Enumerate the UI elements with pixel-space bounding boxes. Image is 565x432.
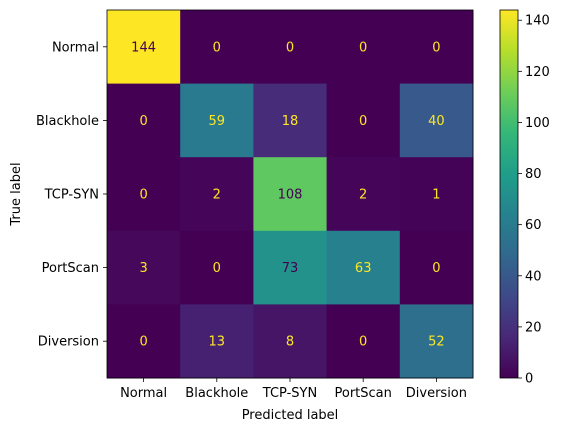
heatmap-cell	[180, 304, 254, 379]
y-tick-label: Normal	[52, 40, 99, 55]
cell-value-label: 2	[213, 188, 221, 203]
cell-value-label: 0	[432, 261, 440, 276]
heatmap-cell	[253, 10, 328, 85]
colorbar-tick-label: 100	[525, 116, 550, 131]
heatmap-cell	[326, 230, 401, 305]
heatmap-cell	[180, 10, 254, 85]
heatmap-cell	[399, 83, 474, 158]
cell-value-label: 3	[139, 261, 147, 276]
cell-value-label: 0	[432, 40, 440, 55]
cell-value-label: 8	[286, 335, 294, 350]
x-tick-label: Blackhole	[185, 386, 248, 401]
heatmap-cell	[253, 83, 328, 158]
cell-value-label: 0	[213, 40, 221, 55]
heatmap-cell	[326, 10, 401, 85]
y-axis-label: True label	[9, 162, 24, 226]
colorbar-tick-label: 20	[525, 320, 542, 335]
y-tick-label: PortScan	[42, 261, 99, 276]
colorbar-tick-label: 40	[525, 269, 542, 284]
cell-value-label: 59	[209, 114, 226, 129]
x-tick-label: PortScan	[335, 386, 392, 401]
x-tick-label: Normal	[120, 386, 167, 401]
cell-value-label: 0	[286, 40, 294, 55]
heatmap-cell	[180, 157, 254, 232]
heatmap-cell	[107, 304, 181, 379]
cell-value-label: 144	[131, 40, 156, 55]
cell-value-label: 0	[139, 335, 147, 350]
colorbar-tick-label: 60	[525, 218, 542, 233]
heatmap-cell	[180, 83, 254, 158]
x-axis-label: Predicted label	[242, 408, 339, 423]
heatmap-cell	[253, 304, 328, 379]
heatmap-cells: 144 0 0 0 00 59 18 0 400 2 108 2 13 0 73 63 00 13 8 0 52	[107, 10, 474, 379]
heatmap-cell	[253, 230, 328, 305]
cell-value-label: 0	[359, 40, 367, 55]
colorbar-tick-label: 0	[525, 372, 533, 387]
heatmap-cell	[180, 230, 254, 305]
colorbar-tick-label: 140	[525, 14, 550, 29]
cell-value-label: 1	[432, 188, 440, 203]
heatmap-cell	[326, 83, 401, 158]
heatmap-cell	[399, 230, 474, 305]
y-tick-label: Blackhole	[36, 114, 99, 129]
colorbar	[499, 9, 519, 379]
y-tick-label: Diversion	[38, 335, 99, 350]
cell-value-label: 18	[282, 114, 299, 129]
colorbar-tick-label: 80	[525, 167, 542, 182]
cell-value-label: 108	[278, 188, 303, 203]
cell-value-label: 73	[282, 261, 299, 276]
cell-value-label: 0	[359, 114, 367, 129]
cell-value-label: 63	[355, 261, 372, 276]
cell-value-label: 0	[359, 335, 367, 350]
heatmap-cell	[399, 157, 474, 232]
cell-value-label: 0	[213, 261, 221, 276]
heatmap-cell	[107, 230, 181, 305]
x-tick-group: Normal Blackhole TCP-SYN PortScan Diversion	[120, 378, 467, 401]
cell-value-label: 40	[428, 114, 445, 129]
heatmap-cell	[326, 157, 401, 232]
cell-value-label: 0	[139, 188, 147, 203]
cell-value-label: 13	[209, 335, 226, 350]
heatmap-cell	[107, 10, 181, 85]
heatmap-cell	[253, 157, 328, 232]
y-tick-group: Normal Blackhole TCP-SYN PortScan Diversion	[36, 40, 107, 350]
cell-value-label: 0	[139, 114, 147, 129]
x-tick-label: Diversion	[406, 386, 467, 401]
x-tick-label: TCP-SYN	[262, 386, 317, 401]
heatmap-cell	[107, 83, 181, 158]
heatmap-cell	[399, 10, 474, 85]
y-tick-label: TCP-SYN	[44, 188, 99, 203]
cell-value-label: 2	[359, 188, 367, 203]
cell-value-label: 52	[428, 335, 445, 350]
heatmap-cell	[107, 157, 181, 232]
colorbar-tick-label: 120	[525, 65, 550, 80]
colorbar-tick-group: 0 20 40 60 80 100 120 140	[518, 14, 550, 387]
heatmap-cell	[399, 304, 474, 379]
heatmap-cell	[326, 304, 401, 379]
